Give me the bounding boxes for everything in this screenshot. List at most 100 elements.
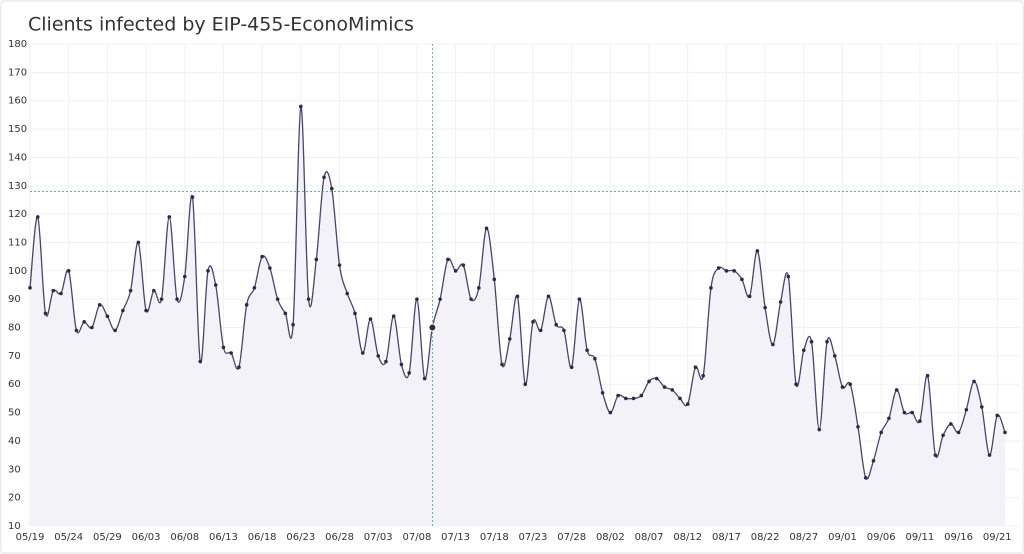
point: [167, 215, 172, 219]
point: [825, 339, 829, 344]
point: [863, 476, 868, 480]
point: [755, 249, 760, 253]
point: [260, 254, 264, 259]
point: [322, 175, 326, 180]
point: [693, 365, 698, 370]
point: [113, 328, 117, 333]
x-tick-label: 09/11: [905, 532, 934, 543]
point: [562, 328, 566, 333]
point: [438, 297, 442, 301]
point: [384, 359, 388, 364]
point: [314, 257, 319, 262]
point: [51, 288, 56, 293]
point: [887, 416, 891, 421]
point: [531, 320, 535, 324]
point: [778, 300, 783, 304]
x-tick-label: 06/08: [170, 532, 199, 543]
y-tick-label: 80: [8, 323, 21, 334]
point: [809, 339, 814, 344]
x-tick-label: 08/22: [751, 532, 780, 543]
x-tick-label: 09/16: [944, 532, 973, 543]
point: [685, 402, 690, 406]
x-tick-label: 07/23: [519, 532, 548, 543]
point: [252, 286, 257, 290]
point: [299, 104, 303, 109]
point: [569, 365, 574, 370]
point: [283, 311, 288, 316]
point: [391, 314, 396, 318]
x-tick-label: 05/19: [16, 532, 45, 543]
point: [624, 396, 628, 401]
x-tick-label: 07/03: [364, 532, 393, 543]
point: [995, 413, 1000, 418]
point: [639, 393, 644, 398]
point: [190, 195, 195, 199]
y-tick-label: 120: [8, 209, 27, 220]
point: [979, 405, 984, 409]
point: [35, 215, 40, 219]
point: [647, 379, 651, 384]
point: [275, 297, 280, 301]
point: [237, 365, 241, 370]
point: [28, 286, 32, 290]
y-tick-label: 40: [8, 436, 21, 447]
point: [902, 410, 907, 415]
y-tick-label: 130: [8, 181, 27, 192]
point: [631, 396, 636, 401]
point: [198, 359, 203, 364]
point: [144, 308, 148, 313]
point: [469, 297, 473, 301]
point: [871, 458, 876, 463]
point: [608, 410, 613, 415]
point: [461, 263, 466, 267]
point: [577, 297, 582, 301]
y-tick-label: 180: [8, 39, 27, 50]
point: [724, 269, 729, 273]
point: [415, 297, 419, 301]
x-tick-label: 06/28: [325, 532, 354, 543]
point: [43, 311, 48, 316]
point: [918, 419, 922, 423]
point: [709, 286, 713, 290]
point: [229, 351, 233, 355]
point: [97, 303, 102, 307]
point: [500, 362, 504, 367]
y-tick-label: 170: [8, 67, 27, 78]
point: [159, 297, 164, 301]
point: [477, 286, 481, 290]
point: [794, 382, 798, 387]
point: [593, 356, 597, 361]
x-tick-label: 08/02: [596, 532, 625, 543]
x-tick-label: 07/28: [557, 532, 586, 543]
point: [949, 422, 953, 426]
point: [554, 322, 558, 327]
point: [616, 393, 620, 398]
point: [523, 382, 528, 387]
point: [376, 354, 381, 358]
point: [879, 430, 883, 435]
x-tick-label: 08/17: [712, 532, 741, 543]
x-tick-label: 09/06: [867, 532, 896, 543]
point: [654, 376, 659, 381]
point: [670, 388, 675, 392]
point: [538, 328, 543, 333]
y-tick-label: 30: [8, 464, 21, 475]
point: [90, 325, 94, 330]
y-tick-label: 70: [8, 351, 21, 362]
point: [732, 269, 736, 273]
y-tick-label: 160: [8, 96, 27, 107]
point: [484, 226, 489, 231]
point: [82, 320, 86, 324]
point: [206, 269, 210, 273]
x-tick-label: 08/12: [673, 532, 702, 543]
point: [453, 269, 458, 273]
point: [128, 288, 133, 293]
point: [786, 274, 791, 279]
point: [221, 345, 226, 350]
point: [175, 297, 179, 301]
y-tick-label: 60: [8, 379, 21, 390]
point: [956, 430, 961, 435]
point: [964, 407, 969, 412]
